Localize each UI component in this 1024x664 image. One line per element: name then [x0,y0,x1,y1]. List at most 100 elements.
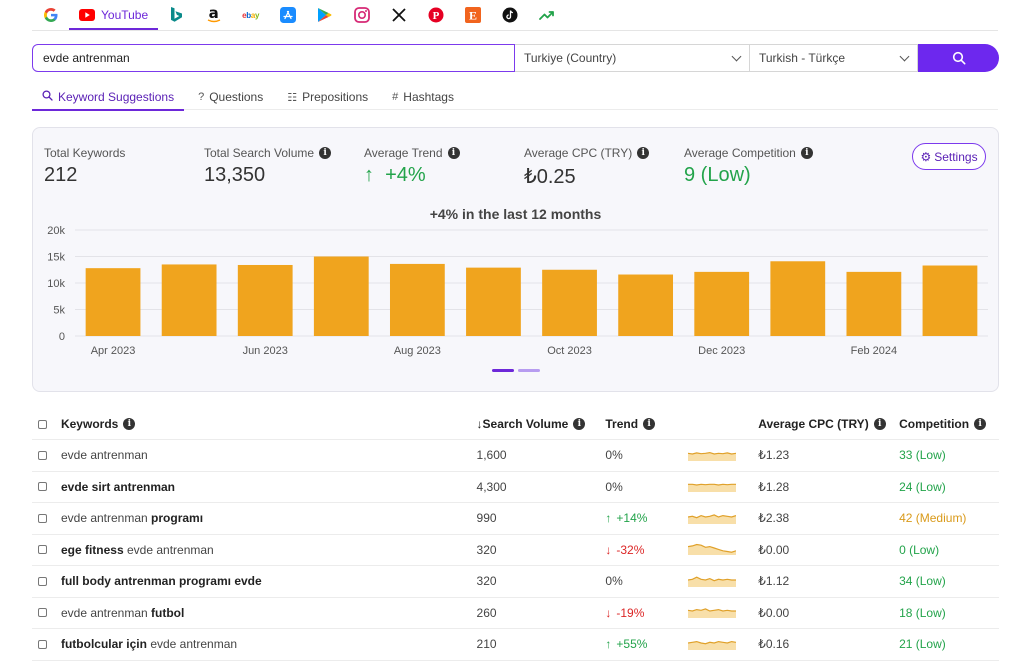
info-icon[interactable]: i [643,418,656,430]
search-volume-cell: 990 [476,511,497,526]
row-checkbox[interactable] [38,545,47,555]
sparkline-line [688,544,737,554]
chart-bar [770,261,826,336]
search-volume-cell: 320 [476,574,497,589]
column-header-cpc[interactable]: Average CPC (TRY) i [758,417,899,431]
arrow-down-icon: ↓ [605,605,612,620]
engine-tab-bing[interactable] [158,0,195,30]
trend-sparkline [688,640,737,650]
trend-sparkline [688,544,737,556]
list-icon: ☷ [287,91,298,104]
y-tick-label: 0 [59,331,65,343]
country-select[interactable]: Turkiye (Country) [515,44,750,72]
search-volume-cell: 320 [476,542,497,557]
trend-value: -32% [616,542,645,557]
tab-hashtags[interactable]: # Hashtags [382,84,464,110]
stat-value: 13,350 [204,164,266,186]
row-checkbox[interactable] [38,482,47,492]
tab-questions[interactable]: ? Questions [188,84,273,110]
info-icon[interactable]: i [800,147,813,159]
competition-cell: 33 (Low) [899,448,946,463]
info-icon[interactable]: i [873,418,886,430]
info-icon[interactable]: i [319,147,332,159]
table-row[interactable]: evde antrenman futbol 260 ↓ -19% ₺0.00 18 (Lo… [32,598,999,629]
row-checkbox[interactable] [38,513,47,523]
row-checkbox-cell [32,608,61,618]
info-icon[interactable]: i [123,418,136,430]
trend-value: 0% [605,574,623,589]
engine-tabs-divider [32,30,998,31]
column-header-trend[interactable]: Trend i [605,417,688,431]
y-tick-label: 5k [53,305,65,317]
table-row[interactable]: evde antrenman 1,600 0% ₺1.23 33 (Low) [32,440,999,472]
engine-tab-amazon[interactable]: a [195,0,232,30]
engine-tab-trends[interactable] [528,0,565,30]
search-volume-cell: 4,300 [476,479,507,494]
column-header-keywords[interactable]: Keywords i [61,417,477,431]
keyword-text: evde antrenman [146,637,238,652]
chart-bar [694,271,750,336]
table-row[interactable]: evde sirt antrenman 4,300 0% ₺1.28 24 (Low) [32,472,999,503]
arrow-up-icon: ↑ [364,164,374,186]
select-all-checkbox[interactable] [38,419,47,429]
amazon-icon: a [207,4,220,23]
engine-tab-pinterest[interactable]: P [417,0,454,30]
chart-title: +4% in the last 12 months [429,206,602,222]
question-icon: ? [198,91,205,103]
chart-bar [922,265,978,336]
keyword-overview-card: Total Keywords 212 Total Search Volume i … [32,127,999,392]
keyword-cell[interactable]: evde sirt antrenman [61,480,477,494]
table-row[interactable]: evde antrenman programı 990 ↑ +14% ₺2.38 42 (… [32,503,999,535]
keyword-cell[interactable]: full body antrenman programı evde [61,574,477,588]
svg-text:P: P [432,10,439,22]
trend-value: -19% [616,605,645,620]
row-checkbox[interactable] [38,608,47,618]
keyword-cell[interactable]: evde antrenman [61,448,477,462]
trend-cell: 0% [605,574,688,588]
settings-button[interactable]: ⚙ Settings [912,143,986,170]
engine-tab-x[interactable] [380,0,417,30]
table-row[interactable]: ege fitness evde antrenman 320 ↓ -32% ₺0.00 0… [32,535,999,566]
chart-bar [85,268,141,336]
column-header-competition[interactable]: Competition i [899,417,999,431]
keyword-search-input[interactable] [32,44,515,72]
engine-tab-etsy[interactable]: E [454,0,491,30]
tab-keyword-suggestions[interactable]: Keyword Suggestions [32,84,185,111]
table-body: evde antrenman 1,600 0% ₺1.23 33 (Low) evde s… [32,440,999,661]
engine-tab-google[interactable] [32,0,69,30]
sparkline-cell [688,636,758,653]
row-checkbox[interactable] [38,450,47,460]
row-checkbox[interactable] [38,576,47,586]
result-type-tabs: Keyword Suggestions ? Questions ☷ Prepos… [32,84,998,111]
keyword-cell[interactable]: evde antrenman futbol [61,606,477,620]
table-row[interactable]: full body antrenman programı evde 320 0% ₺1… [32,566,999,598]
engine-tab-youtube[interactable]: YouTube [69,0,159,30]
table-row[interactable]: futbolcular için evde antrenman 210 ↑ +55% ₺… [32,629,999,661]
chart-page-indicator[interactable] [518,369,540,372]
table-header: Keywords i ↓ Search Volume i Trend i Average… [32,409,999,440]
engine-tab-app-store[interactable] [269,0,306,30]
engine-tab-play-store[interactable] [306,0,343,30]
info-icon[interactable]: i [447,147,460,159]
tab-prepositions[interactable]: ☷ Prepositions [277,84,378,110]
info-icon[interactable]: i [573,418,586,430]
info-icon[interactable]: i [637,147,650,159]
engine-tab-tiktok[interactable] [491,0,528,30]
app-store-icon [279,7,296,23]
column-header-search-volume[interactable]: ↓ Search Volume i [477,417,606,431]
info-icon[interactable]: i [974,418,987,430]
sort-arrow-icon: ↓ [476,417,483,431]
keyword-cell[interactable]: ege fitness evde antrenman [61,543,477,557]
search-button[interactable] [918,44,999,72]
keyword-cell[interactable]: futbolcular için evde antrenman [61,637,477,651]
chart-page-indicator[interactable] [492,369,514,372]
row-checkbox[interactable] [38,639,47,649]
sparkline-line [688,608,737,612]
keyword-cell[interactable]: evde antrenman programı [61,511,477,525]
y-tick-label: 10k [47,278,65,290]
language-select[interactable]: Turkish - Türkçe [750,44,918,72]
sparkline-cell [688,573,758,590]
engine-tab-instagram[interactable] [343,0,380,30]
sparkline-cell [688,604,758,621]
